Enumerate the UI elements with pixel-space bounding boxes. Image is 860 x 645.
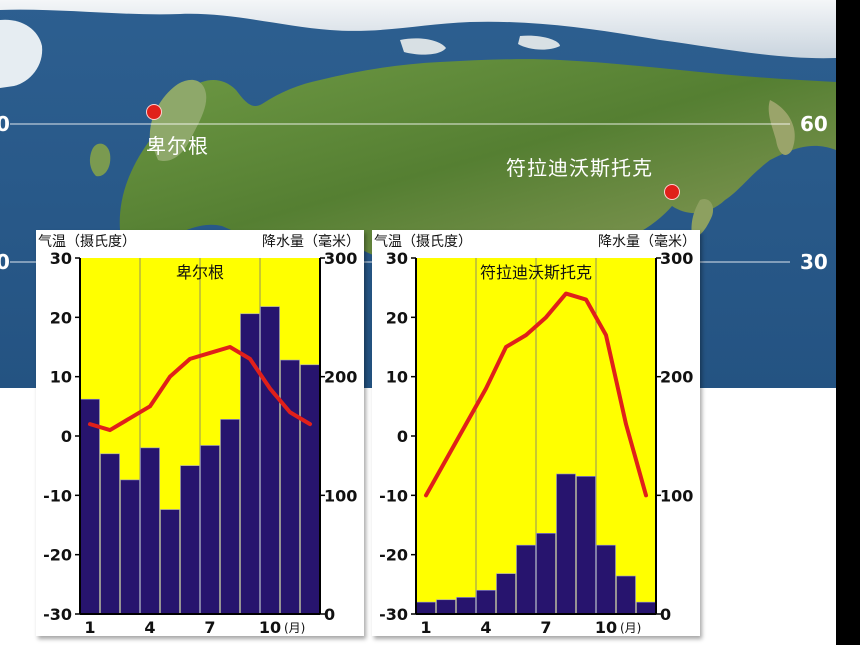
precip-tick-label: 300 (660, 249, 693, 268)
precip-bar-12 (300, 364, 320, 615)
precip-bar-10 (596, 544, 616, 615)
precip-axis-title: 降水量（毫米） (262, 234, 360, 250)
precip-bar-11 (280, 359, 300, 615)
right-black-bar (836, 0, 860, 645)
precip-bar-9 (576, 476, 596, 615)
arctic-islands (400, 35, 560, 55)
precip-bar-5 (160, 509, 180, 615)
precip-bar-8 (556, 473, 576, 615)
temperature-line (424, 291, 648, 498)
precip-tick-label: 0 (660, 605, 671, 624)
city-marker-vladivostok (664, 184, 680, 200)
precip-tick-label: 200 (660, 368, 693, 387)
month-tick-label: 4 (480, 618, 491, 636)
temp-tick-label: 10 (50, 368, 72, 387)
lat-label-30: 30 (800, 250, 828, 274)
temp-tick-label: -20 (379, 546, 408, 565)
temp-tick-label: 20 (386, 308, 408, 327)
temp-tick-label: -10 (379, 486, 408, 505)
temp-axis-title: 气温（摄氏度） (38, 234, 136, 250)
precip-bar-7 (200, 445, 220, 615)
precip-bar-10 (260, 306, 280, 615)
eurasia-land (119, 59, 836, 259)
temp-axis-title: 气温（摄氏度） (374, 234, 472, 250)
month-tick-label: 7 (204, 618, 215, 636)
precip-tick-label: 300 (324, 249, 357, 268)
precip-bar-3 (120, 479, 140, 615)
month-tick-label: 7 (540, 618, 551, 636)
precip-bar-6 (516, 544, 536, 615)
precip-tick-label: 100 (660, 486, 693, 505)
climate-chart-bergen: 气温（摄氏度） 降水量（毫米） 30 20 10 0 -10 -20 -30 300 200 10… (36, 230, 364, 636)
scandinavia (149, 79, 207, 162)
month-unit-label: (月) (620, 621, 641, 635)
left-edge-label-lower: 0 (0, 250, 10, 274)
precip-bar-7 (536, 533, 556, 615)
city-marker-bergen (146, 104, 162, 120)
city-label-bergen: 卑尔根 (146, 134, 209, 158)
kamchatka (768, 100, 795, 155)
precip-bar-1 (80, 398, 100, 615)
precip-bar-5 (496, 573, 516, 615)
climate-chart-vladivostok: 气温（摄氏度） 降水量（毫米） 30 20 10 0 -10 -20 -30 300 200 10… (372, 230, 700, 636)
precip-bar-6 (180, 465, 200, 615)
precip-bar-12 (636, 601, 656, 615)
precip-tick-label: 100 (324, 486, 357, 505)
greenland-ice (0, 19, 43, 88)
temp-tick-label: 20 (50, 308, 72, 327)
temp-tick-label: 30 (50, 249, 72, 268)
month-tick-label: 1 (420, 618, 431, 636)
chart-title: 符拉迪沃斯托克 (480, 263, 592, 282)
precip-tick-label: 0 (324, 605, 335, 624)
left-edge-label-upper: 0 (0, 112, 10, 136)
temp-tick-label: 10 (386, 368, 408, 387)
temp-tick-label: -30 (43, 605, 72, 624)
temp-tick-label: 0 (397, 427, 408, 446)
precip-bar-4 (476, 589, 496, 615)
lat-label-60: 60 (800, 112, 828, 136)
arctic-ice (0, 0, 836, 59)
temp-tick-label: -30 (379, 605, 408, 624)
month-tick-label: 1 (84, 618, 95, 636)
precip-bar-3 (456, 597, 476, 615)
japan (691, 198, 714, 237)
temp-tick-label: 30 (386, 249, 408, 268)
precip-tick-label: 200 (324, 368, 357, 387)
british-isles (89, 143, 111, 177)
temp-tick-label: -20 (43, 546, 72, 565)
precip-axis-title: 降水量（毫米） (598, 234, 696, 250)
month-tick-label: 4 (144, 618, 155, 636)
temp-tick-label: 0 (61, 427, 72, 446)
precip-bar-1 (416, 601, 436, 615)
precip-bar-2 (100, 453, 120, 615)
temperature-line (88, 345, 312, 433)
precip-bar-2 (436, 599, 456, 615)
month-tick-label: 10 (595, 618, 617, 636)
city-label-vladivostok: 符拉迪沃斯托克 (506, 156, 653, 180)
precip-bar-4 (140, 447, 160, 615)
month-tick-label: 10 (259, 618, 281, 636)
precip-bar-11 (616, 575, 636, 615)
month-unit-label: (月) (284, 621, 305, 635)
temp-tick-label: -10 (43, 486, 72, 505)
precip-bar-8 (220, 419, 240, 615)
chart-title: 卑尔根 (176, 263, 224, 282)
